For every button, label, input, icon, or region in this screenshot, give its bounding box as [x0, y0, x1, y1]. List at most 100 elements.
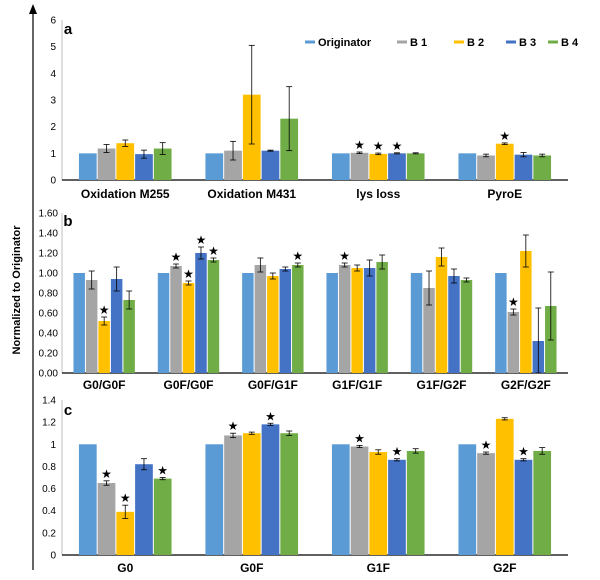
significance-star: ★	[208, 244, 219, 258]
bar	[97, 483, 116, 555]
bar	[406, 153, 425, 180]
bar	[507, 312, 520, 373]
legend-label: B 4	[561, 37, 579, 49]
y-tick-label: 0.00	[39, 369, 59, 380]
significance-star: ★	[101, 467, 112, 481]
bar	[153, 478, 172, 555]
bar	[292, 265, 304, 373]
y-tick-label: 3	[50, 96, 56, 107]
y-tick-label: 1.4	[42, 396, 56, 407]
y-tick-label: 0.80	[39, 289, 59, 300]
bar	[207, 260, 220, 373]
bar	[78, 153, 97, 180]
panel-c: c 0 0.2 0.4 0.6 0.8 1 1.2 1.4 G0 ★ ★ ★ G0F ★ ★ G1F ★ ★ G2F ★…	[42, 396, 568, 575]
bar	[85, 280, 98, 373]
legend-label: B 3	[519, 37, 536, 49]
bar	[116, 143, 135, 180]
y-tick-label: 0.40	[39, 329, 59, 340]
y-tick-label: 1.60	[39, 209, 59, 220]
category-label: PyroE	[487, 187, 522, 201]
significance-star: ★	[183, 267, 194, 281]
bar	[495, 143, 514, 180]
significance-star: ★	[339, 249, 350, 263]
bar	[477, 155, 495, 180]
bar	[376, 262, 388, 373]
significance-star: ★	[265, 409, 276, 423]
significance-star: ★	[292, 249, 303, 263]
y-tick-label: 4	[50, 69, 56, 80]
bar	[254, 265, 267, 373]
category-label: G1F/G1F	[332, 378, 382, 392]
bar	[157, 273, 170, 373]
category-label: Oxidation M255	[81, 187, 170, 201]
bar	[369, 452, 388, 555]
category-label: G0	[117, 561, 133, 575]
bar	[182, 283, 195, 373]
bar	[338, 265, 351, 373]
bar	[533, 155, 552, 180]
bar	[448, 276, 460, 373]
bar	[406, 450, 425, 555]
category-label: G0F	[240, 561, 263, 575]
bar	[495, 418, 514, 555]
bar	[98, 321, 110, 373]
significance-star: ★	[99, 303, 110, 317]
bar	[331, 153, 350, 180]
bar	[350, 152, 369, 180]
legend-label: Originator	[318, 37, 372, 49]
legend-label: B 2	[467, 37, 484, 49]
bar	[135, 154, 153, 180]
significance-star: ★	[354, 431, 365, 445]
category-label: Oxidation M431	[207, 187, 296, 201]
bar	[363, 268, 376, 373]
bar	[326, 273, 338, 373]
panel-b: b 0.00 0.20 0.40 0.60 0.80 1.00 1.20 1.40 1.60 G0/…	[39, 209, 568, 392]
bar	[116, 511, 135, 555]
y-axis-label: Normalized to Originator	[11, 225, 23, 355]
bar	[205, 444, 224, 555]
bar	[242, 433, 261, 555]
y-tick-label: 1	[50, 149, 56, 160]
bar	[224, 150, 242, 180]
category-label: G1F	[367, 561, 390, 575]
y-tick-label: 2	[50, 122, 56, 133]
y-tick-label: 0.6	[42, 484, 56, 495]
significance-star: ★	[120, 491, 131, 505]
bar	[205, 153, 224, 180]
category-label: lys loss	[356, 187, 400, 201]
y-tick-label: 0.20	[39, 349, 59, 360]
bar	[261, 150, 280, 180]
bar	[533, 450, 552, 555]
significance-star: ★	[392, 445, 403, 459]
y-tick-label: 0.60	[39, 309, 59, 320]
y-tick-label: 0.2	[42, 528, 56, 539]
bar	[195, 253, 207, 373]
significance-star: ★	[157, 464, 168, 478]
bar	[435, 257, 448, 373]
significance-star: ★	[373, 139, 384, 153]
bar	[369, 153, 388, 180]
y-tick-label: 5	[50, 42, 56, 53]
significance-star: ★	[228, 419, 239, 433]
bar	[495, 273, 507, 373]
y-tick-label: 1.20	[39, 249, 59, 260]
bar	[514, 154, 533, 180]
y-tick-label: 1.2	[42, 418, 56, 429]
bar	[388, 153, 406, 180]
significance-star: ★	[508, 295, 519, 309]
bar	[458, 153, 477, 180]
legend-label: B 1	[410, 37, 427, 49]
bar	[110, 279, 123, 373]
bar	[242, 273, 254, 373]
bar	[224, 435, 242, 555]
significance-star: ★	[392, 139, 403, 153]
bar	[388, 459, 406, 555]
bar	[350, 446, 369, 555]
panel-letter: a	[64, 21, 73, 38]
panel-a: a 0 1 2 3 4 5 6 Oxidation M255 Oxidation M431 lys …	[50, 16, 568, 201]
bar	[477, 453, 495, 555]
significance-star: ★	[171, 250, 182, 264]
significance-star: ★	[481, 438, 492, 452]
significance-star: ★	[196, 233, 207, 247]
